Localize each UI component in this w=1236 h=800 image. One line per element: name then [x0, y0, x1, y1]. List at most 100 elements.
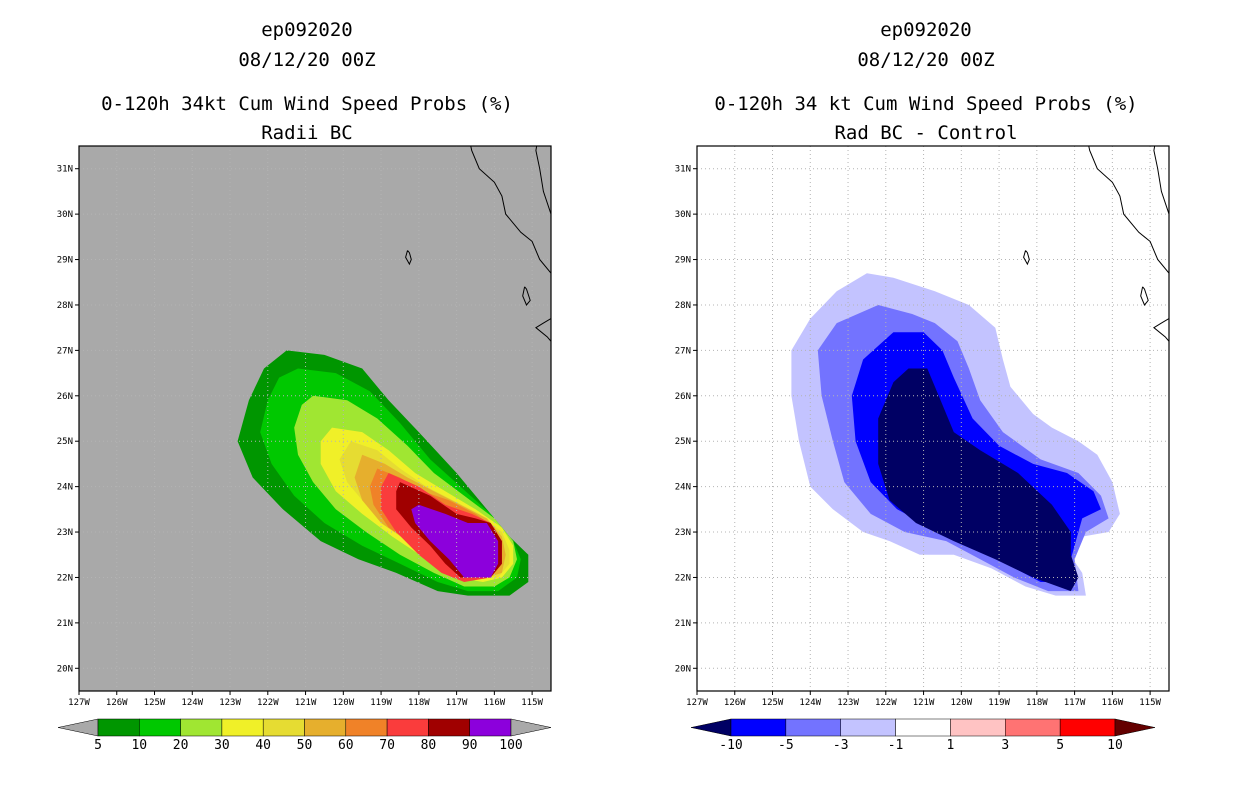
- colorbar-level-label: 100: [499, 738, 522, 753]
- y-tick-label: 22N: [57, 573, 73, 583]
- left-panel: ep092020 08/12/20 00Z 0-120h 34kt Cum Wi…: [57, 19, 552, 753]
- right-map-plot: 127W 126W 125W 124W 123W 122W 121W 120W 119W 118W…: [675, 145, 1170, 708]
- colorbar-swatch: [139, 718, 181, 737]
- y-tick-label: 29N: [57, 256, 73, 266]
- coastline-inner: [1153, 146, 1169, 215]
- y-tick-label: 26N: [57, 392, 73, 402]
- x-tick-label: 122W: [257, 698, 279, 708]
- x-tick-label: 118W: [408, 698, 430, 708]
- colorbar-swatch: [730, 718, 787, 737]
- colorbar-swatch: [950, 718, 1006, 737]
- x-tick-label: 115W: [1139, 698, 1161, 708]
- grid-lines: [697, 146, 1169, 691]
- x-tick-label: 115W: [521, 698, 543, 708]
- coastline-isla_guadalupe: [1023, 250, 1030, 266]
- right-panel: ep092020 08/12/20 00Z 0-120h 34 kt Cum W…: [675, 19, 1170, 753]
- coastline-isla_guadalupe: [405, 250, 412, 266]
- colorbar-swatch: [1005, 718, 1061, 737]
- coastline-mainland: [470, 146, 551, 274]
- colorbar-swatch: [840, 718, 896, 737]
- colorbar-level-label: 30: [214, 738, 230, 753]
- y-tick-label: 25N: [57, 437, 73, 447]
- x-tick-label: 125W: [144, 698, 166, 708]
- y-tick-label: 20N: [57, 664, 73, 674]
- colorbar-level-label: 3: [1001, 738, 1009, 753]
- x-tick-label: 123W: [837, 698, 859, 708]
- coastline-mainland: [1088, 146, 1169, 274]
- colorbar-level-label: 5: [94, 738, 102, 753]
- y-tick-label: 26N: [675, 392, 691, 402]
- colorbar-over-arrow: [1114, 718, 1156, 737]
- coastline-vizcaino: [535, 318, 551, 342]
- coastline-inner: [535, 146, 551, 215]
- right-storm-id: ep092020: [880, 19, 972, 41]
- colorbar-level-label: -10: [719, 738, 742, 753]
- y-tick-label: 27N: [57, 346, 73, 356]
- y-tick-label: 20N: [675, 664, 691, 674]
- diff-contour-3: [878, 368, 1079, 592]
- coastline-vizcaino: [1153, 318, 1169, 342]
- colorbar-swatch: [428, 718, 470, 737]
- y-tick-label: 30N: [57, 210, 73, 220]
- colorbar-swatch: [97, 718, 140, 737]
- y-tick-label: 27N: [675, 346, 691, 356]
- colorbar-level-label: 60: [338, 738, 354, 753]
- left-storm-id: ep092020: [261, 19, 353, 41]
- grid-lines: [79, 146, 551, 691]
- coastline-isla_cedros: [522, 286, 531, 306]
- colorbar-level-label: 10: [1107, 738, 1123, 753]
- colorbar-under-arrow: [57, 718, 99, 737]
- colorbar-level-label: 50: [297, 738, 313, 753]
- colorbar-swatch: [785, 718, 841, 737]
- colorbar-level-label: -5: [778, 738, 794, 753]
- x-tick-label: 121W: [295, 698, 317, 708]
- x-tick-label: 120W: [332, 698, 354, 708]
- colorbar-swatch: [386, 718, 429, 737]
- colorbar-over-arrow: [510, 718, 552, 737]
- colorbar-swatch: [221, 718, 264, 737]
- y-tick-label: 31N: [57, 165, 73, 175]
- colorbar-swatch: [895, 718, 951, 737]
- y-tick-label: 24N: [675, 483, 691, 493]
- x-tick-label: 116W: [1102, 698, 1124, 708]
- left-title: 0-120h 34kt Cum Wind Speed Probs (%): [101, 93, 513, 115]
- colorbar-level-label: -1: [888, 738, 904, 753]
- x-tick-label: 116W: [484, 698, 506, 708]
- x-tick-label: 122W: [875, 698, 897, 708]
- x-tick-label: 127W: [68, 698, 90, 708]
- x-tick-label: 126W: [724, 698, 746, 708]
- colorbar-level-label: 10: [131, 738, 147, 753]
- colorbar-level-label: 5: [1056, 738, 1064, 753]
- y-tick-label: 28N: [675, 301, 691, 311]
- x-tick-label: 124W: [799, 698, 821, 708]
- left-map-plot: 127W 126W 125W 124W 123W 122W 121W 120W 119W 118W…: [57, 145, 552, 708]
- y-tick-label: 21N: [57, 619, 73, 629]
- right-colorbar: -10 -5 -3 -1 1 3 5 10: [690, 718, 1156, 753]
- colorbar-level-label: 80: [421, 738, 437, 753]
- colorbar-swatch: [469, 718, 512, 737]
- y-tick-label: 30N: [675, 210, 691, 220]
- colorbar-level-label: 40: [255, 738, 271, 753]
- colorbar-swatch: [345, 718, 388, 737]
- x-tick-label: 127W: [686, 698, 708, 708]
- right-date: 08/12/20 00Z: [857, 49, 994, 71]
- colorbar-swatch: [262, 718, 305, 737]
- x-tick-label: 124W: [181, 698, 203, 708]
- x-tick-label: 119W: [988, 698, 1010, 708]
- y-tick-label: 29N: [675, 256, 691, 266]
- x-tick-label: 126W: [106, 698, 128, 708]
- y-tick-label: 22N: [675, 573, 691, 583]
- x-tick-label: 119W: [370, 698, 392, 708]
- plot-frame: [696, 145, 1170, 692]
- y-tick-label: 25N: [675, 437, 691, 447]
- y-tick-label: 24N: [57, 483, 73, 493]
- colorbar-level-label: 20: [173, 738, 189, 753]
- y-tick-label: 21N: [675, 619, 691, 629]
- coastline: [1023, 146, 1169, 342]
- x-tick-label: 121W: [913, 698, 935, 708]
- right-subtitle: Rad BC - Control: [834, 122, 1017, 144]
- left-date: 08/12/20 00Z: [238, 49, 375, 71]
- colorbar-level-label: -3: [833, 738, 849, 753]
- x-tick-label: 125W: [762, 698, 784, 708]
- coastline: [405, 146, 551, 342]
